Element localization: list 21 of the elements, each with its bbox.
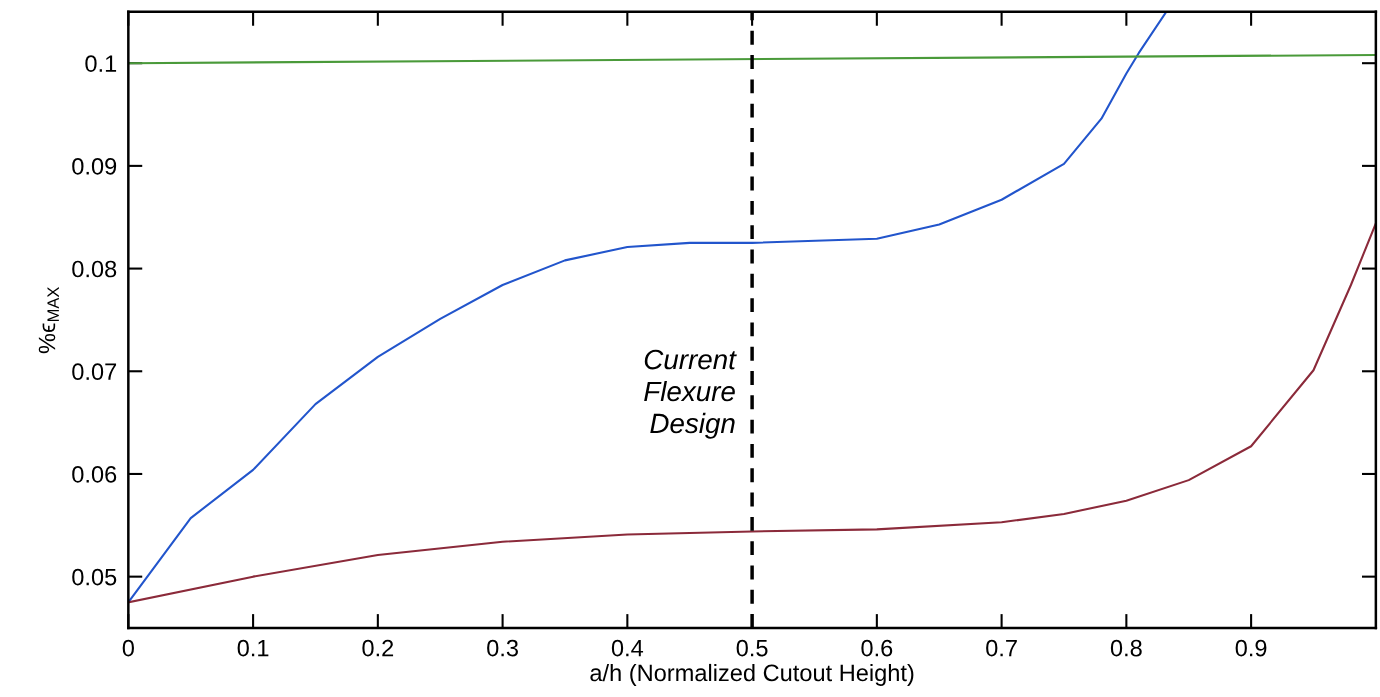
x-tick-label: 0.6: [861, 639, 893, 657]
y-tick-label: 0.1: [85, 55, 117, 72]
x-tick-label: 0.5: [736, 639, 768, 657]
x-tick-label: 0.3: [487, 639, 518, 657]
x-tick-label: 0.4: [611, 639, 644, 657]
x-tick-label: 0.8: [1110, 639, 1142, 657]
x-tick-label: 0.2: [362, 639, 394, 657]
y-tick-label: 0.05: [72, 568, 117, 586]
line-series: [128, 222, 1376, 604]
x-tick-label: 0.7: [986, 639, 1017, 657]
y-tick-label: 0.08: [72, 260, 117, 278]
y-tick-label: 0.06: [72, 466, 117, 483]
x-tick-label: 0.1: [237, 639, 269, 657]
annotation: Current Flexure Design: [644, 349, 737, 439]
x-tick-label: 0: [122, 639, 134, 657]
y-tick-label: 0.09: [72, 157, 117, 175]
y-axis-title: %ϵ$_{MAX}$: [38, 286, 59, 354]
x-tick-label: 0.9: [1235, 639, 1267, 657]
line-series: [128, 11, 1168, 604]
y-tick-label: 0.07: [72, 363, 117, 381]
x-axis-title: a/h (Normalized Cutout Height): [590, 663, 914, 686]
